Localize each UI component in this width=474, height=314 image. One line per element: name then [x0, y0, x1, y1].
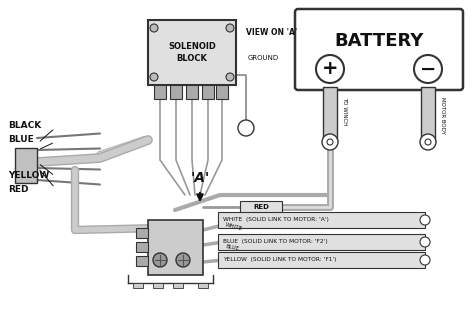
Circle shape: [150, 73, 158, 81]
Bar: [173, 283, 183, 288]
Text: TO WINCH: TO WINCH: [342, 97, 347, 125]
Bar: [170, 85, 182, 99]
Text: RED: RED: [8, 186, 28, 194]
Text: BLUE: BLUE: [225, 244, 239, 252]
Circle shape: [420, 255, 430, 265]
Bar: [218, 252, 425, 268]
Circle shape: [176, 253, 190, 267]
Bar: [136, 256, 148, 266]
Circle shape: [425, 139, 431, 145]
Text: YELLOW  (SOLID LINK TO MOTOR: 'F1'): YELLOW (SOLID LINK TO MOTOR: 'F1'): [223, 257, 337, 263]
Text: WHITE: WHITE: [225, 222, 244, 232]
Text: −: −: [420, 59, 436, 78]
Bar: [136, 242, 148, 252]
Text: BATTERY: BATTERY: [334, 31, 424, 50]
Bar: [218, 212, 425, 228]
Bar: [148, 20, 236, 85]
Text: SOLENOID
BLOCK: SOLENOID BLOCK: [168, 42, 216, 63]
Bar: [218, 234, 425, 250]
Bar: [186, 85, 198, 99]
Text: WHITE  (SOLID LINK TO MOTOR: 'A'): WHITE (SOLID LINK TO MOTOR: 'A'): [223, 218, 329, 223]
Text: 'A': 'A': [191, 171, 210, 185]
Text: VIEW ON 'A': VIEW ON 'A': [246, 28, 297, 37]
Circle shape: [150, 24, 158, 32]
Bar: [421, 87, 435, 142]
Circle shape: [327, 139, 333, 145]
Circle shape: [420, 134, 436, 150]
Bar: [148, 220, 203, 275]
Text: BLUE: BLUE: [8, 136, 34, 144]
Circle shape: [153, 253, 167, 267]
Circle shape: [226, 24, 234, 32]
Bar: [133, 283, 143, 288]
Circle shape: [238, 120, 254, 136]
Circle shape: [420, 215, 430, 225]
Bar: [198, 283, 208, 288]
Text: +: +: [322, 59, 338, 78]
Bar: [323, 87, 337, 142]
Text: BLACK: BLACK: [8, 121, 41, 129]
Text: MOTOR BODY: MOTOR BODY: [440, 97, 445, 134]
Text: GROUND: GROUND: [248, 55, 279, 61]
Text: YELLOW: YELLOW: [8, 171, 49, 180]
Bar: [15, 148, 37, 183]
Circle shape: [420, 237, 430, 247]
Circle shape: [226, 73, 234, 81]
Bar: [153, 283, 163, 288]
FancyBboxPatch shape: [295, 9, 463, 90]
Circle shape: [322, 134, 338, 150]
Bar: [202, 85, 214, 99]
Bar: [136, 228, 148, 238]
Text: BLUE  (SOLID LINK TO MOTOR: 'F2'): BLUE (SOLID LINK TO MOTOR: 'F2'): [223, 240, 328, 245]
Circle shape: [414, 55, 442, 83]
Text: RED: RED: [253, 204, 269, 210]
Bar: [154, 85, 166, 99]
Circle shape: [316, 55, 344, 83]
Bar: [240, 201, 282, 213]
Bar: [216, 85, 228, 99]
